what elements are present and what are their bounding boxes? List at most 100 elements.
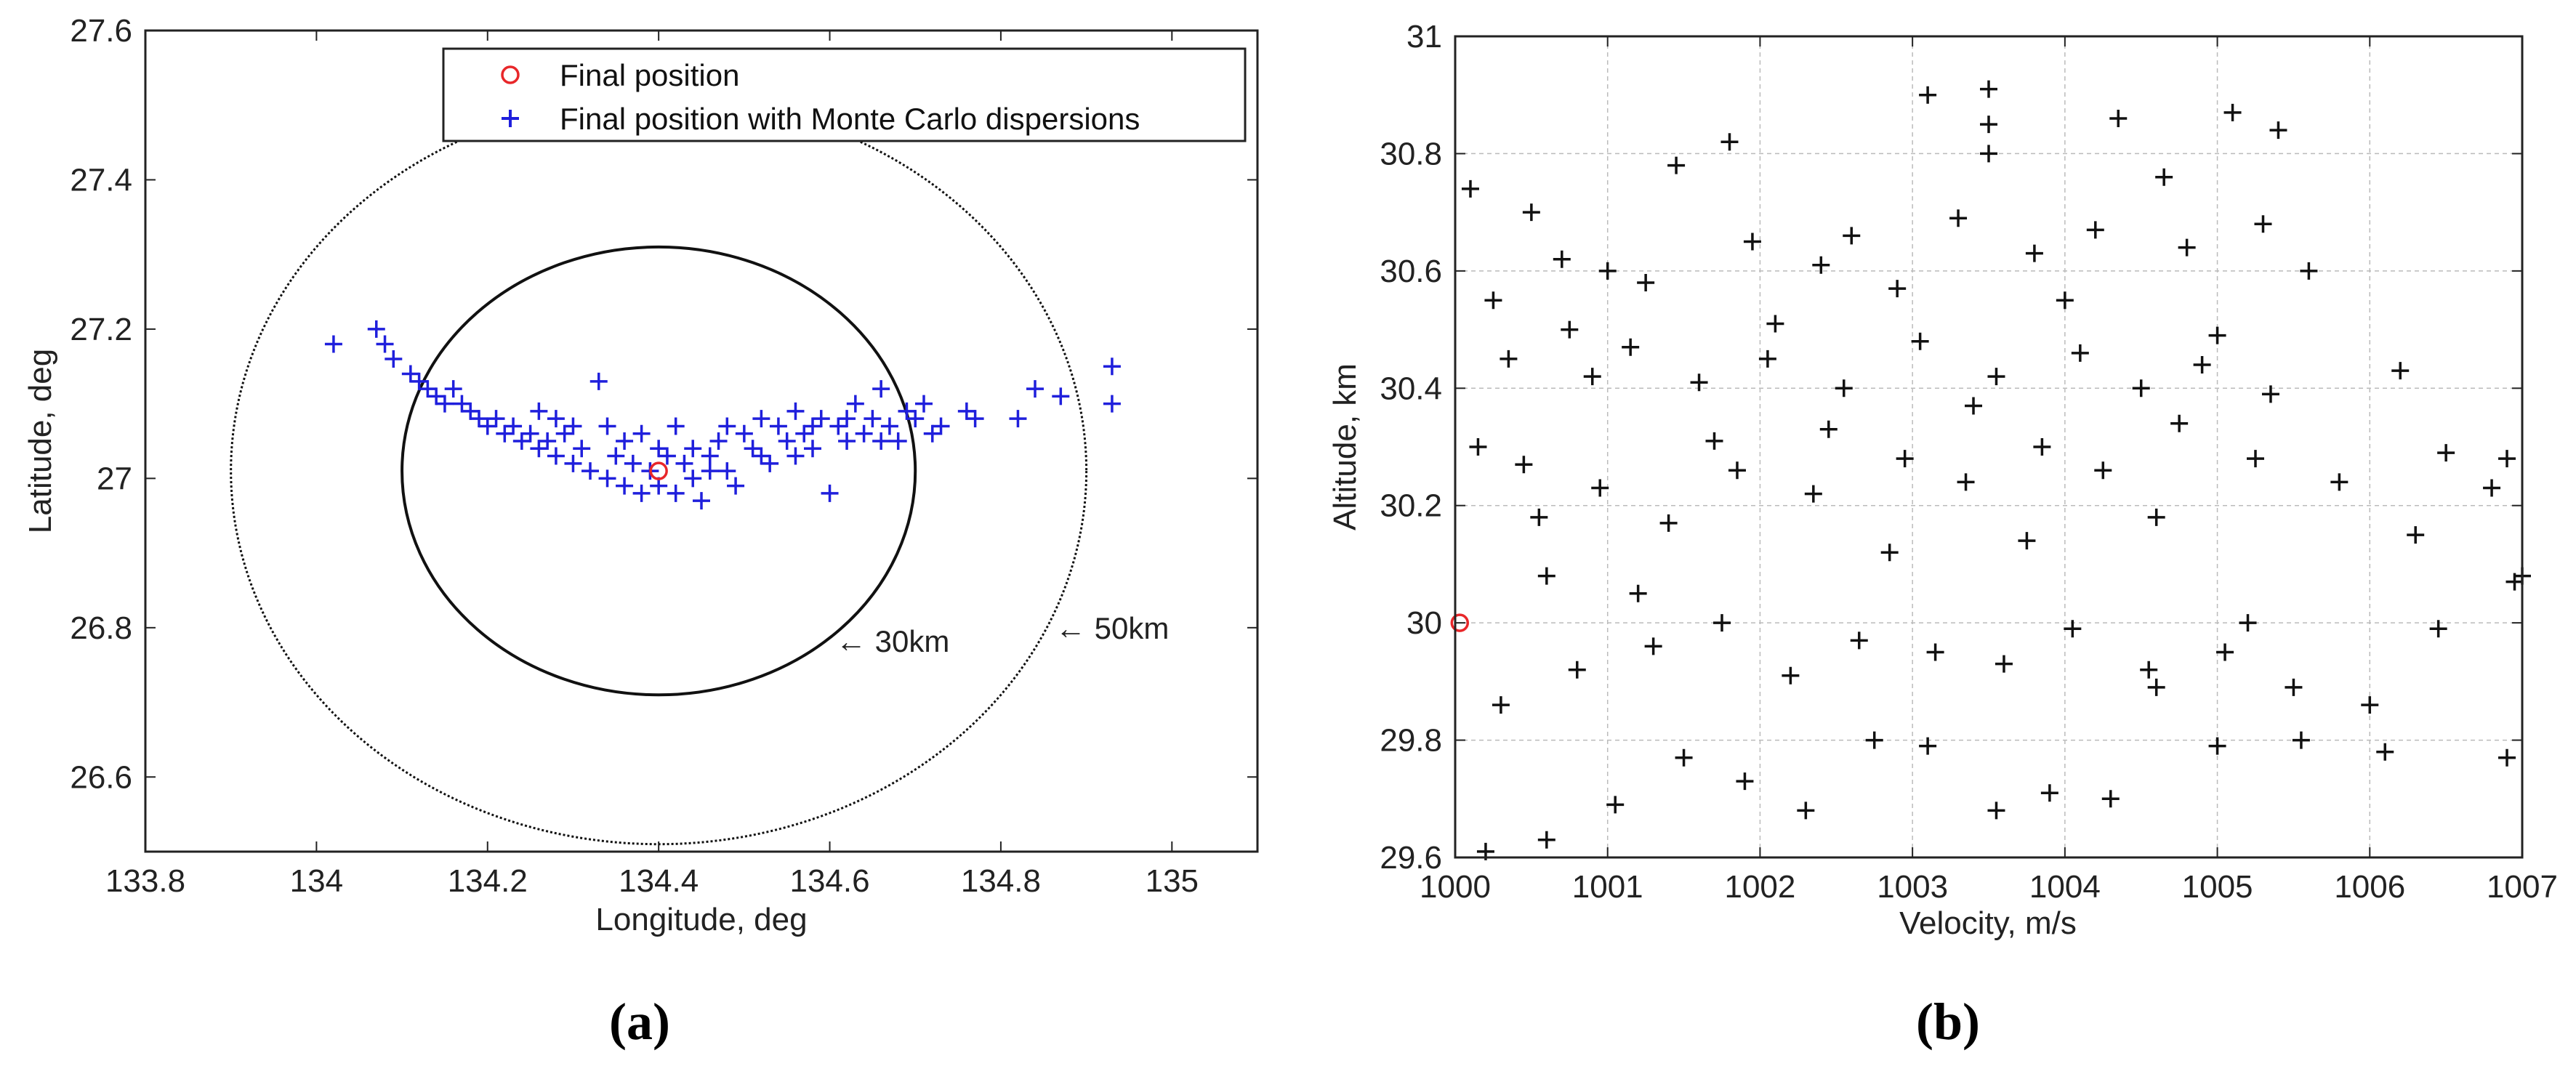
x-tick-label: 134.6 (789, 863, 869, 899)
dispersion-point (838, 432, 856, 450)
dispersion-point (2254, 215, 2272, 233)
legend-final-position-label: Final position (560, 58, 739, 92)
dispersion-point (2109, 110, 2128, 127)
dispersion-point (496, 424, 514, 443)
dispersion-point (1591, 479, 1609, 497)
dispersion-point (727, 477, 745, 495)
dispersion-point (1561, 320, 1579, 339)
y-tick-label: 30.4 (1380, 371, 1442, 406)
dispersion-point (1659, 514, 1678, 532)
x-tick-label: 1001 (1572, 869, 1643, 905)
dispersion-point (709, 432, 728, 450)
dispersion-point (2376, 743, 2394, 761)
y-tick-label: 26.8 (70, 610, 132, 646)
dispersion-point (504, 417, 523, 435)
chart-a-legend: Final position Final position with Monte… (442, 47, 1247, 142)
dispersion-point (966, 410, 984, 428)
chart-b-xlabel: Velocity, m/s (1899, 905, 2077, 941)
dispersion-point (1606, 796, 1625, 814)
dispersion-point (1103, 358, 1121, 376)
dispersion-point (1797, 801, 1815, 820)
dispersion-point (598, 469, 616, 488)
dispersion-point (1728, 461, 1746, 480)
dispersion-point (2101, 790, 2120, 808)
dispersion-point (1843, 227, 1861, 245)
dispersion-point (435, 395, 454, 413)
dispersion-point (2193, 356, 2211, 373)
dispersion-point (324, 335, 342, 353)
dispersion-point (1515, 456, 1533, 474)
dispersion-point (752, 447, 770, 465)
dispersion-point (1553, 250, 1571, 268)
dispersion-point (923, 424, 941, 443)
x-tick-label: 1000 (1420, 869, 1491, 905)
x-tick-label: 134 (290, 863, 343, 899)
dispersion-point (1812, 256, 1830, 274)
dispersion-point (829, 417, 848, 435)
dispersion-point (1598, 262, 1617, 280)
y-tick-label: 31 (1406, 19, 1442, 54)
dispersion-point (367, 320, 385, 338)
dispersion-point (564, 417, 582, 435)
dispersion-point (2033, 438, 2051, 456)
dispersion-point (487, 410, 505, 428)
chart-b-data-layer (1450, 80, 2531, 860)
final-position-point (1450, 613, 1470, 632)
x-tick-label: 1004 (2029, 869, 2101, 905)
dispersion-point (675, 454, 693, 472)
dispersion-point (1568, 661, 1586, 679)
dispersion-point (419, 380, 437, 398)
dispersion-point (1835, 379, 1853, 397)
dispersion-point (453, 395, 471, 413)
dispersion-point (1484, 291, 1502, 310)
x-tick-label: 134.4 (619, 863, 699, 899)
dispersion-point (1522, 203, 1540, 222)
dispersion-point (1492, 696, 1510, 714)
dispersion-point (598, 417, 616, 435)
dispersion-point (444, 380, 462, 398)
dispersion-point (2208, 326, 2226, 344)
dispersion-point (1896, 450, 1914, 468)
dispersion-point (427, 387, 446, 405)
dispersion-point (1850, 631, 1868, 650)
dispersion-point (1713, 614, 1731, 632)
dispersion-point (795, 424, 813, 443)
dispersion-point (1965, 397, 1983, 415)
y-tick-label: 30 (1406, 605, 1442, 641)
dispersion-point (2437, 444, 2455, 462)
dispersion-point (2429, 620, 2447, 638)
x-tick-label: 134.2 (448, 863, 528, 899)
legend-final-position-marker (501, 65, 520, 84)
y-tick-label: 29.8 (1380, 723, 1442, 759)
dispersion-point (1949, 209, 1968, 227)
dispersion-point (2056, 291, 2074, 310)
dispersion-point (2155, 168, 2173, 186)
x-tick-label: 134.8 (961, 863, 1041, 899)
chart-a-ticks: 133.8 134 134.2 134.4 134.6 134.8 135 26.6 26.8 2… (70, 13, 1257, 899)
dispersion-point (1919, 86, 1937, 104)
dispersion-point (744, 440, 762, 458)
range-circle-30km (401, 245, 917, 697)
dispersion-point (786, 402, 805, 420)
dispersion-point (1009, 410, 1027, 428)
dispersion-point (2285, 678, 2303, 696)
dispersion-point (1743, 233, 1761, 251)
dispersion-point (752, 410, 770, 428)
x-tick-label: 1007 (2487, 869, 2558, 905)
dispersion-point (1690, 373, 1708, 392)
dispersion-point (804, 417, 821, 435)
dispersion-point (855, 424, 873, 443)
y-tick-label: 27 (97, 461, 132, 496)
dispersion-point (838, 410, 856, 428)
dispersion-point (401, 365, 419, 383)
dispersion-point (718, 462, 736, 480)
dispersion-point (658, 447, 676, 465)
x-tick-label: 1003 (1877, 869, 1948, 905)
dispersion-point (1911, 332, 1929, 350)
dispersion-point (616, 477, 634, 495)
dispersion-point (1583, 368, 1601, 386)
dispersion-point (906, 410, 925, 428)
dispersion-point (470, 410, 488, 428)
dispersion-point (573, 440, 591, 458)
